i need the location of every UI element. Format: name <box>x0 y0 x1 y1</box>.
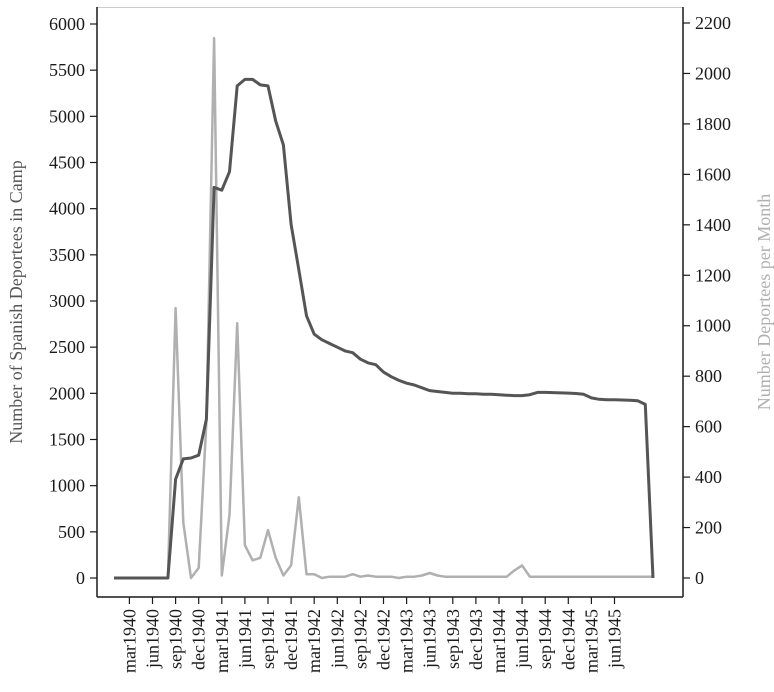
x-tick-label: dec1942 <box>374 609 394 670</box>
left-tick-label: 2500 <box>49 337 85 357</box>
left-tick-label: 0 <box>76 568 85 588</box>
x-tick-label: jun1945 <box>605 609 625 669</box>
left-tick-label: 4000 <box>49 199 85 219</box>
left-tick-label: 4500 <box>49 153 85 173</box>
x-tick-label: sep1942 <box>350 609 370 669</box>
right-tick-label: 1600 <box>695 164 731 184</box>
right-tick-label: 1400 <box>695 215 731 235</box>
x-tick-label: sep1943 <box>443 609 463 669</box>
x-tick-label: mar1941 <box>212 609 232 673</box>
right-axis-title: Number Deportees per Month <box>754 194 774 410</box>
right-tick-label: 1200 <box>695 265 731 285</box>
left-tick-label: 500 <box>58 522 85 542</box>
right-axis-ticks: 0 200 400 600 800 1000 1200 1400 1600 1800 2000 220… <box>683 13 731 588</box>
x-tick-label: mar1943 <box>397 609 417 673</box>
right-tick-label: 1800 <box>695 114 731 134</box>
right-tick-label: 800 <box>695 366 722 386</box>
x-tick-label: dec1943 <box>466 609 486 670</box>
left-tick-label: 3000 <box>49 291 85 311</box>
right-tick-label: 0 <box>695 568 704 588</box>
right-tick-label: 200 <box>695 518 722 538</box>
x-tick-label: mar1944 <box>489 609 509 673</box>
right-tick-label: 2200 <box>695 13 731 33</box>
x-tick-label: jun1944 <box>512 609 532 669</box>
x-tick-label: dec1940 <box>189 609 209 670</box>
left-tick-label: 2000 <box>49 383 85 403</box>
x-tick-label: jun1943 <box>420 609 440 669</box>
x-tick-label: mar1942 <box>304 609 324 673</box>
left-axis-title: Number of Spanish Deportees in Camp <box>6 160 26 443</box>
right-tick-label: 600 <box>695 417 722 437</box>
x-tick-label: jun1940 <box>143 609 163 669</box>
left-tick-label: 3500 <box>49 245 85 265</box>
plot-frame-top <box>97 7 683 8</box>
x-tick-label: sep1944 <box>535 609 555 669</box>
x-axis-ticks: mar1940 jun1940 sep1940 dec1940 mar1941 jun19… <box>119 597 625 673</box>
left-tick-label: 1500 <box>49 430 85 450</box>
x-tick-label: dec1944 <box>558 609 578 670</box>
left-tick-label: 1000 <box>49 476 85 496</box>
series-line-deportees-per-month <box>114 36 653 580</box>
x-tick-label: mar1945 <box>581 609 601 673</box>
x-tick-label: jun1941 <box>235 609 255 669</box>
x-tick-label: sep1941 <box>258 609 278 669</box>
right-tick-label: 1000 <box>695 316 731 336</box>
right-tick-label: 400 <box>695 467 722 487</box>
x-tick-label: dec1941 <box>281 609 301 670</box>
left-tick-label: 5000 <box>49 106 85 126</box>
series-layer <box>114 36 655 580</box>
series-line-deportees-in-camp <box>114 77 655 580</box>
x-tick-label: sep1940 <box>166 609 186 669</box>
x-tick-label: jun1942 <box>327 609 347 669</box>
x-tick-label: mar1940 <box>119 609 139 673</box>
left-tick-label: 6000 <box>49 14 85 34</box>
left-axis-ticks: 0 500 1000 1500 2000 2500 3000 3500 4000 4500 5000… <box>49 14 97 588</box>
left-tick-label: 5500 <box>49 60 85 80</box>
right-tick-label: 2000 <box>695 63 731 83</box>
